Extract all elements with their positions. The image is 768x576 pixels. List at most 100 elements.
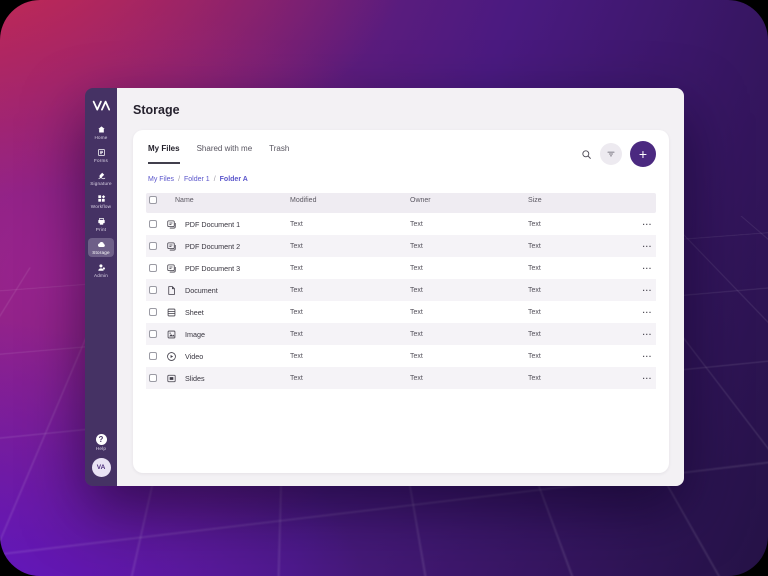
- table-row[interactable]: Document Text Text Text ···: [146, 279, 656, 301]
- print-icon: [97, 217, 106, 226]
- help-icon: ?: [96, 434, 107, 445]
- file-size: Text: [528, 331, 630, 338]
- table-row[interactable]: PDF Document 2 Text Text Text ···: [146, 235, 656, 257]
- more-options-icon[interactable]: ···: [630, 242, 656, 251]
- breadcrumb-item-folder-a: Folder A: [220, 176, 248, 183]
- forms-icon: [97, 148, 106, 157]
- column-header-modified: Modified: [290, 197, 410, 204]
- image-file-icon: [166, 329, 185, 340]
- breadcrumb-separator: /: [214, 176, 216, 183]
- video-file-icon: [166, 351, 185, 362]
- file-owner: Text: [410, 353, 528, 360]
- help-button[interactable]: ? Help: [96, 434, 107, 451]
- select-all-checkbox[interactable]: [149, 196, 157, 204]
- row-checkbox[interactable]: [149, 330, 157, 338]
- file-size: Text: [528, 287, 630, 294]
- file-name: Document: [185, 286, 290, 295]
- sidebar-bottom: ? Help VA: [92, 434, 111, 477]
- file-name: PDF Document 3: [185, 264, 290, 273]
- table-row[interactable]: PDF Document 1 Text Text Text ···: [146, 213, 656, 235]
- sidebar-item-forms[interactable]: Forms: [88, 146, 114, 165]
- pdf-file-icon: [166, 219, 185, 230]
- table-body: PDF Document 1 Text Text Text ··· PDF Do…: [146, 213, 656, 389]
- breadcrumb-item-my-files[interactable]: My Files: [148, 176, 174, 183]
- sidebar: Home Forms Signature Workflow Print Stor…: [85, 88, 117, 486]
- file-size: Text: [528, 353, 630, 360]
- file-name: Video: [185, 352, 290, 361]
- sidebar-item-print[interactable]: Print: [88, 215, 114, 234]
- more-options-icon[interactable]: ···: [630, 308, 656, 317]
- sidebar-nav: Home Forms Signature Workflow Print Stor…: [85, 123, 117, 280]
- more-options-icon[interactable]: ···: [630, 330, 656, 339]
- sidebar-item-storage[interactable]: Storage: [88, 238, 114, 257]
- table-row[interactable]: Image Text Text Text ···: [146, 323, 656, 345]
- file-modified: Text: [290, 309, 410, 316]
- file-owner: Text: [410, 265, 528, 272]
- sheet-file-icon: [166, 307, 185, 318]
- file-modified: Text: [290, 265, 410, 272]
- file-modified: Text: [290, 331, 410, 338]
- row-checkbox[interactable]: [149, 374, 157, 382]
- file-modified: Text: [290, 287, 410, 294]
- row-checkbox[interactable]: [149, 352, 157, 360]
- file-modified: Text: [290, 221, 410, 228]
- table-row[interactable]: Sheet Text Text Text ···: [146, 301, 656, 323]
- files-table: Name Modified Owner Size PDF Document 1 …: [146, 193, 656, 389]
- help-label: Help: [96, 446, 106, 451]
- tab-shared-with-me[interactable]: Shared with me: [197, 144, 253, 164]
- signature-icon: [97, 171, 106, 180]
- page-title: Storage: [133, 103, 180, 117]
- sidebar-item-signature[interactable]: Signature: [88, 169, 114, 188]
- more-options-icon[interactable]: ···: [630, 374, 656, 383]
- storage-icon: [97, 240, 106, 249]
- file-name: Slides: [185, 374, 290, 383]
- sidebar-item-workflow[interactable]: Workflow: [88, 192, 114, 211]
- file-size: Text: [528, 243, 630, 250]
- more-options-icon[interactable]: ···: [630, 286, 656, 295]
- avatar[interactable]: VA: [92, 458, 111, 477]
- content-card: My Files Shared with me Trash + My Files /…: [133, 130, 669, 473]
- app-window: Home Forms Signature Workflow Print Stor…: [85, 88, 684, 486]
- row-checkbox[interactable]: [149, 308, 157, 316]
- search-button[interactable]: [581, 149, 592, 160]
- workflow-icon: [97, 194, 106, 203]
- home-icon: [97, 125, 106, 134]
- file-owner: Text: [410, 331, 528, 338]
- sidebar-item-home[interactable]: Home: [88, 123, 114, 142]
- toolbar-actions: +: [581, 141, 656, 167]
- file-name: Sheet: [185, 308, 290, 317]
- row-checkbox[interactable]: [149, 264, 157, 272]
- sidebar-item-admin[interactable]: Admin: [88, 261, 114, 280]
- pdf-file-icon: [166, 263, 185, 274]
- pdf-file-icon: [166, 241, 185, 252]
- column-header-size: Size: [528, 197, 630, 204]
- admin-icon: [97, 263, 106, 272]
- file-modified: Text: [290, 243, 410, 250]
- row-checkbox[interactable]: [149, 220, 157, 228]
- breadcrumb-item-folder-1[interactable]: Folder 1: [184, 176, 210, 183]
- file-owner: Text: [410, 375, 528, 382]
- tab-trash[interactable]: Trash: [269, 144, 289, 164]
- more-options-icon[interactable]: ···: [630, 352, 656, 361]
- file-owner: Text: [410, 309, 528, 316]
- table-row[interactable]: Slides Text Text Text ···: [146, 367, 656, 389]
- va-logo-icon: [92, 99, 111, 112]
- table-row[interactable]: PDF Document 3 Text Text Text ···: [146, 257, 656, 279]
- row-checkbox[interactable]: [149, 286, 157, 294]
- column-header-name: Name: [166, 197, 290, 204]
- file-size: Text: [528, 375, 630, 382]
- column-header-owner: Owner: [410, 197, 528, 204]
- main-panel: Storage My Files Shared with me Trash + My…: [117, 88, 684, 486]
- table-row[interactable]: Video Text Text Text ···: [146, 345, 656, 367]
- filter-button[interactable]: [600, 143, 622, 165]
- file-owner: Text: [410, 221, 528, 228]
- more-options-icon[interactable]: ···: [630, 264, 656, 273]
- doc-file-icon: [166, 285, 185, 296]
- file-size: Text: [528, 221, 630, 228]
- tab-my-files[interactable]: My Files: [148, 144, 180, 164]
- table-header: Name Modified Owner Size: [146, 193, 656, 213]
- more-options-icon[interactable]: ···: [630, 220, 656, 229]
- file-size: Text: [528, 309, 630, 316]
- row-checkbox[interactable]: [149, 242, 157, 250]
- add-button[interactable]: +: [630, 141, 656, 167]
